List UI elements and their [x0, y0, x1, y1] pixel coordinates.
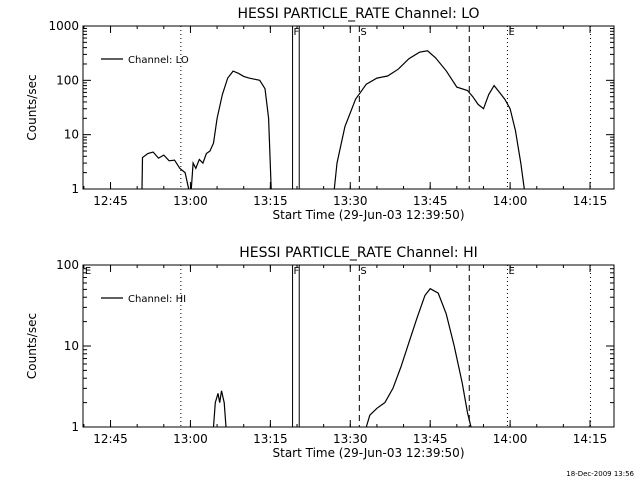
- event-marker-label: S: [360, 27, 366, 38]
- y-tick-label: 1: [71, 182, 79, 196]
- x-tick-label: 13:15: [253, 194, 288, 208]
- x-tick-label: 13:30: [333, 432, 368, 446]
- event-marker-label: F: [294, 266, 300, 277]
- x-tick-label: 13:45: [413, 432, 448, 446]
- event-marker-label: E: [508, 266, 514, 277]
- lo-channel-panel: HESSI PARTICLE_RATE Channel: LO F S E 1 10 100…: [25, 6, 615, 222]
- plot-frame: [82, 264, 615, 428]
- x-tick-label: 12:45: [93, 432, 128, 446]
- y-tick-label: 100: [56, 73, 79, 87]
- chart-title: HESSI PARTICLE_RATE Channel: LO: [237, 6, 479, 22]
- event-marker-label: E: [85, 266, 91, 277]
- hi-channel-panel: HESSI PARTICLE_RATE Channel: HI E F S E 1 10 10…: [25, 245, 615, 460]
- footer-timestamp: 18-Dec-2009 13:56: [566, 470, 634, 478]
- event-marker-label: S: [360, 266, 366, 277]
- x-tick-label: 13:00: [173, 432, 208, 446]
- y-tick-label: 10: [64, 128, 79, 142]
- y-axis-label: Counts/sec: [25, 74, 39, 140]
- y-tick-label: 10: [64, 339, 79, 353]
- x-tick-label: 13:00: [173, 194, 208, 208]
- y-tick-label: 1000: [48, 19, 79, 33]
- x-tick-label: 12:45: [93, 194, 128, 208]
- legend-entry: Channel: HI: [128, 294, 186, 305]
- x-tick-label: 14:15: [573, 432, 608, 446]
- x-tick-label: 13:15: [253, 432, 288, 446]
- series-line-lo: [141, 151, 190, 190]
- y-tick-label: 100: [56, 258, 79, 272]
- x-tick-label: 14:00: [493, 194, 528, 208]
- series-line-hi: [365, 287, 472, 428]
- x-axis-label: Start Time (29-Jun-03 12:39:50): [273, 208, 465, 222]
- x-tick-label: 14:00: [493, 432, 528, 446]
- chart-title: HESSI PARTICLE_RATE Channel: HI: [239, 245, 477, 261]
- series-line-lo: [333, 50, 525, 190]
- plot-frame: [82, 25, 615, 190]
- x-tick-label: 13:45: [413, 194, 448, 208]
- y-axis-label: Counts/sec: [25, 313, 39, 379]
- legend-entry: Channel: LO: [128, 55, 189, 66]
- x-tick-label: 13:30: [333, 194, 368, 208]
- x-tick-label: 14:15: [573, 194, 608, 208]
- event-marker-label: F: [294, 27, 300, 38]
- x-axis-label: Start Time (29-Jun-03 12:39:50): [273, 446, 465, 460]
- event-marker-label: E: [508, 27, 514, 38]
- series-line-lo: [190, 70, 272, 190]
- y-tick-label: 1: [71, 420, 79, 434]
- series-line-hi: [212, 390, 227, 428]
